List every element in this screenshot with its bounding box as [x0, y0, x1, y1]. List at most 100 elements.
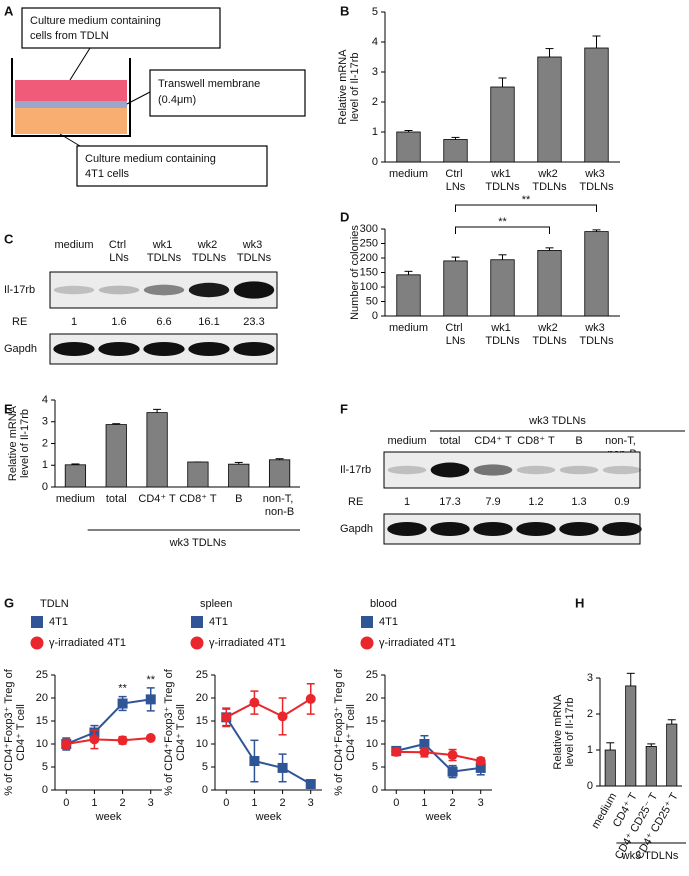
column-label: B — [575, 435, 582, 447]
panel-a: A Culture medium containing cells from T… — [4, 3, 306, 187]
band — [430, 522, 470, 536]
x-tick-label: wk1 TDLNs — [485, 322, 520, 347]
point — [277, 762, 288, 773]
x-tick-label: 0 — [393, 797, 399, 809]
bar — [537, 56, 562, 163]
x-tick-label: non-T, non-B — [263, 493, 297, 518]
re-label: RE — [12, 316, 27, 328]
band — [233, 281, 275, 299]
bar — [490, 86, 515, 163]
y-tick-label: 15 — [196, 715, 208, 727]
y-tick-label: 15 — [366, 715, 378, 727]
point — [447, 750, 458, 761]
legend-label: 4T1 — [209, 616, 228, 628]
re-value: 1 — [71, 316, 77, 328]
y-tick-label: 0 — [372, 156, 378, 168]
legend-marker — [191, 616, 203, 628]
x-axis-label: week — [95, 811, 122, 823]
y-tick-label: 3 — [372, 66, 378, 78]
label-box — [76, 145, 268, 187]
y-tick-label: 3 — [42, 416, 48, 428]
annotation: ** — [146, 674, 155, 686]
y-tick-label: 4 — [372, 36, 378, 48]
point — [277, 711, 288, 722]
band — [602, 522, 642, 536]
legend-label: 4T1 — [49, 616, 68, 628]
y-axis-label: Number of colonies — [349, 225, 361, 320]
chart-title: blood — [370, 598, 397, 610]
x-tick-label: 1 — [251, 797, 257, 809]
group-label: wk3 TDLNs — [169, 537, 227, 549]
band — [233, 342, 275, 356]
y-axis-label: CD4⁺ T cell — [175, 704, 187, 761]
bar — [396, 131, 421, 163]
series-line — [396, 750, 481, 762]
bar — [443, 260, 468, 317]
bracket — [455, 226, 550, 234]
panel-letter: B — [340, 3, 349, 18]
bar — [645, 746, 657, 787]
column-label: CD4⁺ T — [474, 435, 512, 447]
box-text: Culture medium containing — [85, 153, 216, 165]
y-tick-label: 300 — [360, 223, 378, 235]
re-value: 6.6 — [156, 316, 171, 328]
column-label: wk3 TDLNs — [237, 239, 272, 264]
y-axis-label: level of Il-17rb — [19, 409, 31, 478]
re-value: 16.1 — [198, 316, 219, 328]
band — [53, 342, 95, 356]
band — [143, 284, 185, 296]
y-tick-label: 0 — [587, 780, 593, 792]
y-tick-label: 100 — [360, 281, 378, 293]
series-line — [66, 737, 151, 745]
y-axis-label: CD4⁺ T cell — [345, 704, 357, 761]
bar — [625, 685, 637, 787]
re-value: 0.9 — [614, 496, 629, 508]
y-tick-label: 50 — [366, 295, 378, 307]
y-tick-label: 10 — [196, 738, 208, 750]
band — [602, 465, 642, 475]
legend-marker — [360, 636, 374, 650]
y-axis-label: level of Il-17rb — [564, 697, 576, 766]
series-line — [225, 716, 312, 785]
series-line — [65, 698, 151, 745]
bar — [584, 231, 609, 317]
y-tick-label: 3 — [587, 672, 593, 684]
y-axis-label: % of CD4⁺Foxp3⁺ Treg of — [333, 668, 345, 795]
point — [117, 698, 128, 709]
bar — [228, 463, 250, 488]
panel-letter: F — [340, 401, 348, 416]
y-tick-label: 25 — [36, 669, 48, 681]
legend-label: 4T1 — [379, 616, 398, 628]
y-tick-label: 250 — [360, 237, 378, 249]
well — [11, 58, 131, 137]
y-tick-label: 150 — [360, 266, 378, 278]
x-tick-label: Ctrl LNs — [445, 322, 465, 347]
band — [387, 465, 427, 475]
y-tick-label: 4 — [42, 394, 48, 406]
re-value: 1 — [404, 496, 410, 508]
y-tick-label: 15 — [36, 715, 48, 727]
band-label: Il-17rb — [4, 284, 35, 296]
column-label: CD8⁺ T — [517, 435, 555, 447]
x-tick-label: 1 — [421, 797, 427, 809]
bar — [537, 250, 562, 317]
x-tick-label: wk3 TDLNs — [579, 322, 614, 347]
re-value: 1.6 — [111, 316, 126, 328]
y-axis-label: CD4⁺ T cell — [15, 704, 27, 761]
band — [98, 342, 140, 356]
band-label: Il-17rb — [340, 464, 371, 476]
y-axis-label: level of Il-17rb — [349, 52, 361, 121]
bar — [146, 412, 168, 488]
x-tick-label: wk2 TDLNs — [532, 168, 567, 193]
point — [305, 779, 316, 790]
x-tick-label: 2 — [280, 797, 286, 809]
band — [559, 465, 599, 475]
y-tick-label: 5 — [372, 6, 378, 18]
x-tick-label: B — [235, 493, 242, 505]
point — [419, 739, 430, 749]
annotation: ** — [118, 683, 127, 695]
x-tick-label: 2 — [450, 797, 456, 809]
re-value: 17.3 — [439, 496, 460, 508]
